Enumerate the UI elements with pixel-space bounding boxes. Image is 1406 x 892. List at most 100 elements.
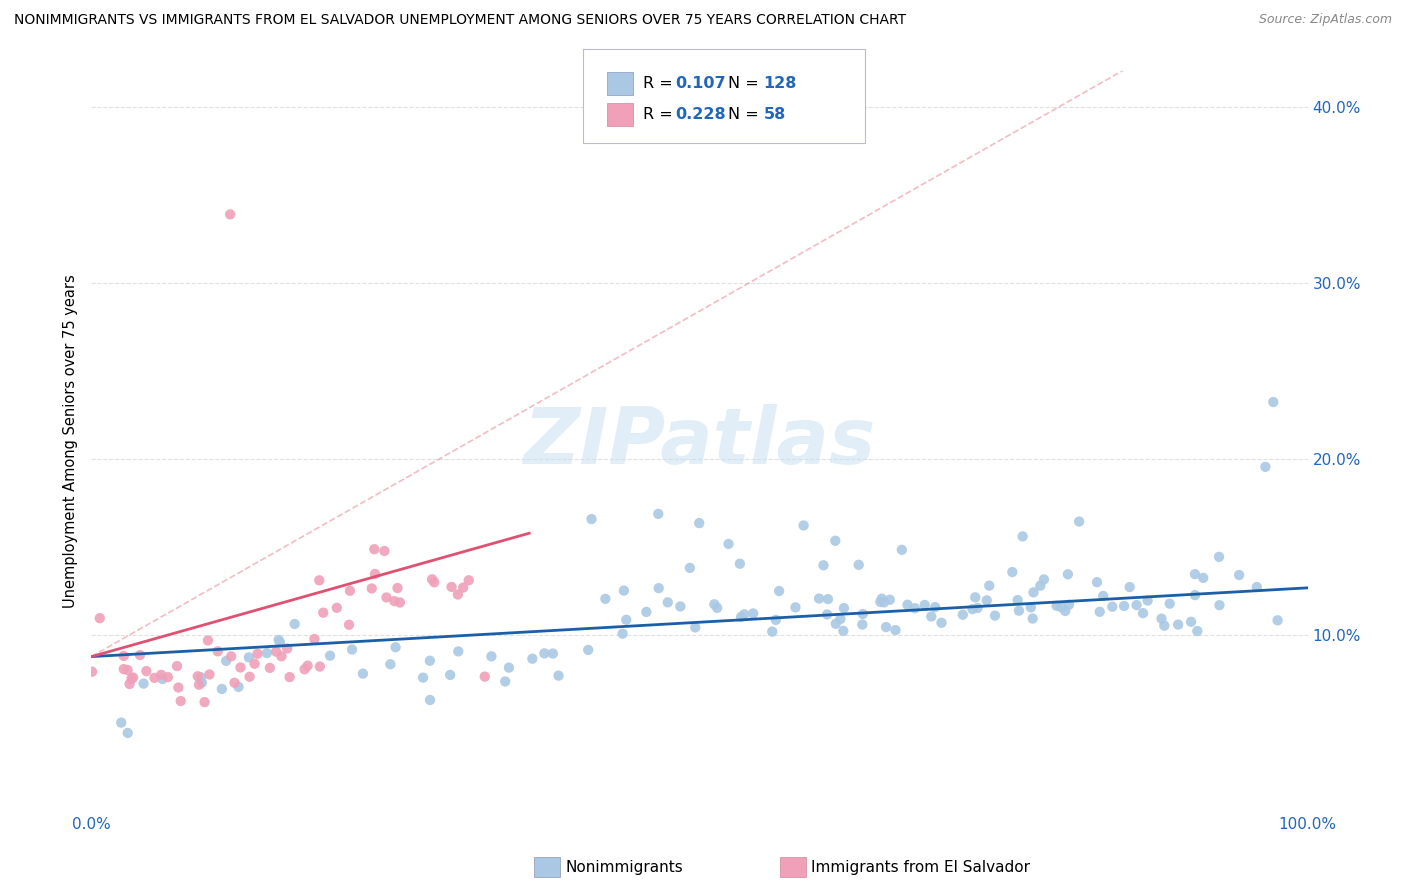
Point	[129, 648, 152, 662]
Point	[447, 644, 470, 658]
Point	[228, 680, 250, 694]
Point	[793, 518, 815, 533]
Point	[581, 512, 603, 526]
Point	[952, 607, 974, 622]
Point	[312, 606, 335, 620]
Point	[498, 660, 520, 674]
Point	[914, 598, 936, 612]
Point	[117, 726, 139, 740]
Point	[576, 643, 599, 657]
Point	[419, 693, 441, 707]
Point	[297, 658, 319, 673]
Point	[481, 649, 503, 664]
Point	[884, 623, 907, 637]
Point	[1022, 585, 1045, 599]
Point	[112, 662, 135, 676]
Point	[851, 617, 873, 632]
Point	[276, 641, 298, 656]
Point	[122, 671, 145, 685]
Point	[121, 672, 143, 686]
Point	[110, 715, 132, 730]
Point	[976, 593, 998, 607]
Point	[824, 533, 846, 548]
Point	[1112, 599, 1135, 613]
Point	[848, 558, 870, 572]
Point	[167, 681, 190, 695]
Text: 0.107: 0.107	[675, 76, 725, 91]
Point	[190, 670, 212, 684]
Point	[308, 574, 330, 588]
Text: R =: R =	[643, 76, 678, 91]
Point	[1208, 598, 1230, 612]
Point	[931, 615, 953, 630]
Point	[869, 595, 891, 609]
Point	[187, 669, 209, 683]
Text: Nonimmigrants: Nonimmigrants	[565, 860, 683, 874]
Point	[243, 657, 266, 671]
Point	[966, 601, 988, 615]
Point	[89, 611, 111, 625]
Point	[647, 507, 669, 521]
Text: NONIMMIGRANTS VS IMMIGRANTS FROM EL SALVADOR UNEMPLOYMENT AMONG SENIORS OVER 75 : NONIMMIGRANTS VS IMMIGRANTS FROM EL SALV…	[14, 13, 907, 28]
Point	[647, 581, 669, 595]
Text: 0.228: 0.228	[675, 107, 725, 122]
Point	[457, 574, 479, 588]
Point	[364, 566, 387, 581]
Point	[636, 605, 658, 619]
Point	[965, 591, 987, 605]
Point	[1132, 606, 1154, 620]
Point	[224, 675, 246, 690]
Point	[215, 654, 238, 668]
Point	[166, 659, 188, 673]
Point	[1150, 612, 1173, 626]
Point	[239, 670, 262, 684]
Point	[259, 661, 281, 675]
Point	[419, 654, 441, 668]
Point	[547, 668, 569, 682]
Point	[423, 575, 446, 590]
Point	[832, 601, 855, 615]
Point	[188, 678, 211, 692]
Point	[879, 592, 901, 607]
Point	[387, 581, 409, 595]
Point	[375, 591, 398, 605]
Point	[730, 610, 752, 624]
Point	[679, 561, 702, 575]
Point	[683, 620, 706, 634]
Point	[962, 602, 984, 616]
Point	[688, 516, 710, 530]
Point	[439, 668, 461, 682]
Point	[1054, 604, 1077, 618]
Point	[267, 632, 290, 647]
Point	[150, 672, 173, 686]
Point	[533, 646, 555, 660]
Point	[191, 675, 214, 690]
Point	[170, 694, 193, 708]
Point	[384, 640, 406, 655]
Text: ZIPatlas: ZIPatlas	[523, 403, 876, 480]
Point	[1046, 599, 1069, 613]
Point	[1267, 613, 1289, 627]
Point	[613, 583, 636, 598]
Point	[246, 647, 269, 661]
Point	[728, 557, 751, 571]
Text: 58: 58	[763, 107, 786, 122]
Text: R =: R =	[643, 107, 678, 122]
Point	[1085, 575, 1108, 590]
Point	[278, 670, 301, 684]
Point	[1118, 580, 1140, 594]
Point	[363, 542, 385, 557]
Point	[1057, 567, 1080, 582]
Y-axis label: Unemployment Among Seniors over 75 years: Unemployment Among Seniors over 75 years	[63, 275, 79, 608]
Point	[1019, 600, 1042, 615]
Point	[768, 584, 790, 599]
Point	[80, 665, 103, 679]
Point	[1159, 597, 1181, 611]
Point	[875, 620, 897, 634]
Text: N =: N =	[728, 76, 765, 91]
Point	[1001, 565, 1024, 579]
Point	[1136, 593, 1159, 607]
Point	[1029, 579, 1052, 593]
Point	[219, 649, 242, 664]
Point	[817, 592, 839, 607]
